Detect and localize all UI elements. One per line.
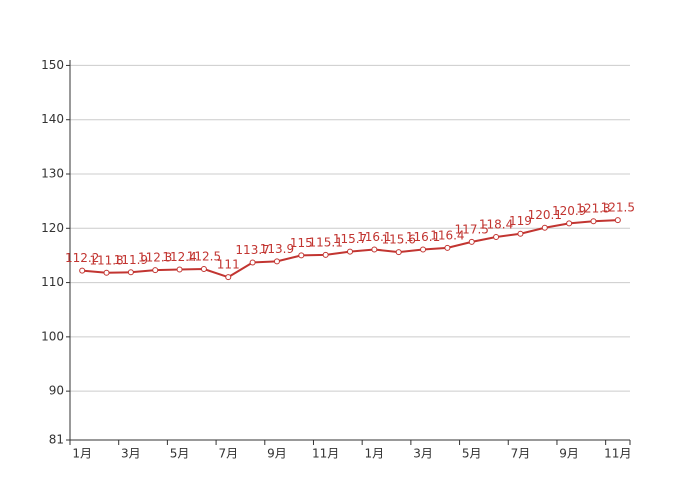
point	[614, 217, 621, 224]
point	[420, 246, 427, 253]
point	[468, 238, 475, 245]
x-tick-label: 9月	[267, 447, 287, 461]
data-label: 121.5	[601, 201, 635, 215]
x-tick-label: 9月	[559, 447, 579, 461]
data-label: 112.3	[138, 251, 172, 265]
data-label: 116.1	[406, 230, 440, 244]
y-tick-label: 150	[41, 58, 64, 72]
data-label: 113.9	[260, 242, 294, 256]
data-label: 120.9	[552, 204, 586, 218]
point	[395, 249, 402, 256]
point	[590, 218, 597, 225]
x-tick-label: 7月	[511, 447, 531, 461]
point	[298, 252, 305, 259]
x-tick-label: 7月	[218, 447, 238, 461]
point	[322, 251, 329, 258]
data-label: 111.9	[114, 253, 148, 267]
y-tick-label: 100	[41, 329, 64, 343]
data-label: 121.3	[576, 202, 610, 216]
x-tick-label: 3月	[121, 447, 141, 461]
x-tick-label: 1月	[72, 447, 92, 461]
data-label: 113.7	[235, 243, 269, 257]
y-tick-label: 140	[41, 112, 64, 126]
point	[493, 233, 500, 240]
data-label: 118.4	[479, 217, 513, 231]
data-label: 120.1	[528, 208, 562, 222]
data-label: 116.1	[357, 230, 391, 244]
point	[127, 269, 134, 276]
point	[79, 267, 86, 274]
point	[371, 246, 378, 253]
x-tick-label: 1月	[365, 447, 385, 461]
point	[541, 224, 548, 231]
point	[517, 230, 524, 237]
point	[225, 274, 232, 281]
x-tick-label: 5月	[170, 447, 190, 461]
y-tick-label: 120	[41, 221, 64, 235]
point	[152, 267, 159, 274]
x-tick-label: 11月	[312, 447, 339, 461]
x-tick-label: 11月	[604, 447, 631, 461]
data-label: 115	[290, 236, 313, 250]
x-tick-label: 5月	[462, 447, 482, 461]
point	[273, 258, 280, 265]
data-label: 115.6	[382, 233, 416, 247]
y-tick-label: 130	[41, 167, 64, 181]
point	[347, 248, 353, 255]
data-label: 116.4	[430, 228, 464, 242]
data-label: 112.4	[162, 250, 196, 264]
data-label: 111	[217, 258, 240, 272]
data-label: 115.7	[333, 232, 367, 246]
y-tick-label: 81	[49, 433, 64, 447]
point	[200, 266, 207, 272]
data-label: 115.1	[308, 235, 342, 249]
data-label: 112.5	[187, 250, 221, 264]
point	[249, 259, 256, 266]
data-label: 117.5	[455, 222, 489, 236]
point	[444, 244, 451, 251]
point	[566, 220, 573, 227]
x-tick-label: 3月	[413, 447, 433, 461]
point	[103, 269, 110, 276]
y-tick-label: 110	[41, 275, 64, 289]
point	[176, 266, 183, 273]
y-tick-label: 90	[49, 384, 64, 398]
data-label: 111.8	[89, 253, 123, 267]
data-label: 112.2	[65, 251, 99, 265]
data-label: 119	[509, 214, 532, 228]
